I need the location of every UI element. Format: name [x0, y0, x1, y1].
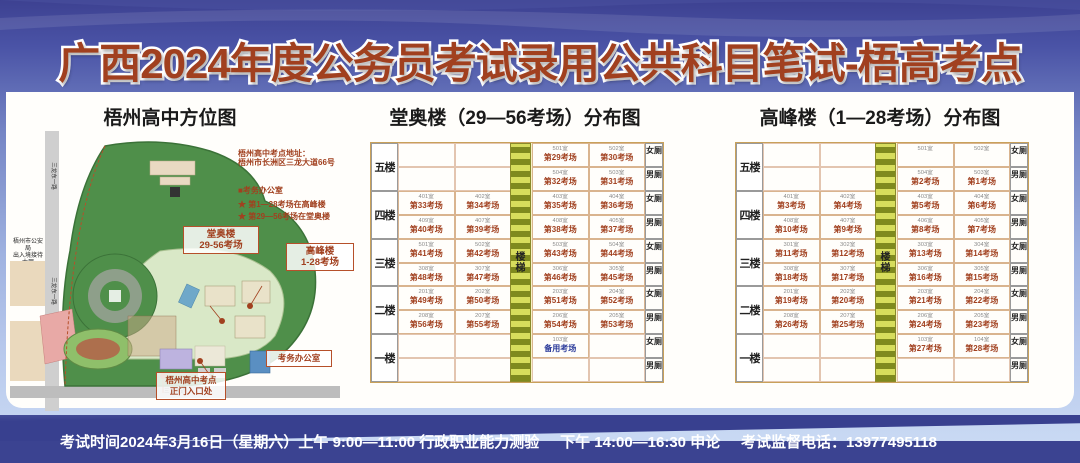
- svg-text:三龙东一路: 三龙东一路: [50, 277, 58, 305]
- svg-text:三龙东一路: 三龙东一路: [50, 162, 58, 190]
